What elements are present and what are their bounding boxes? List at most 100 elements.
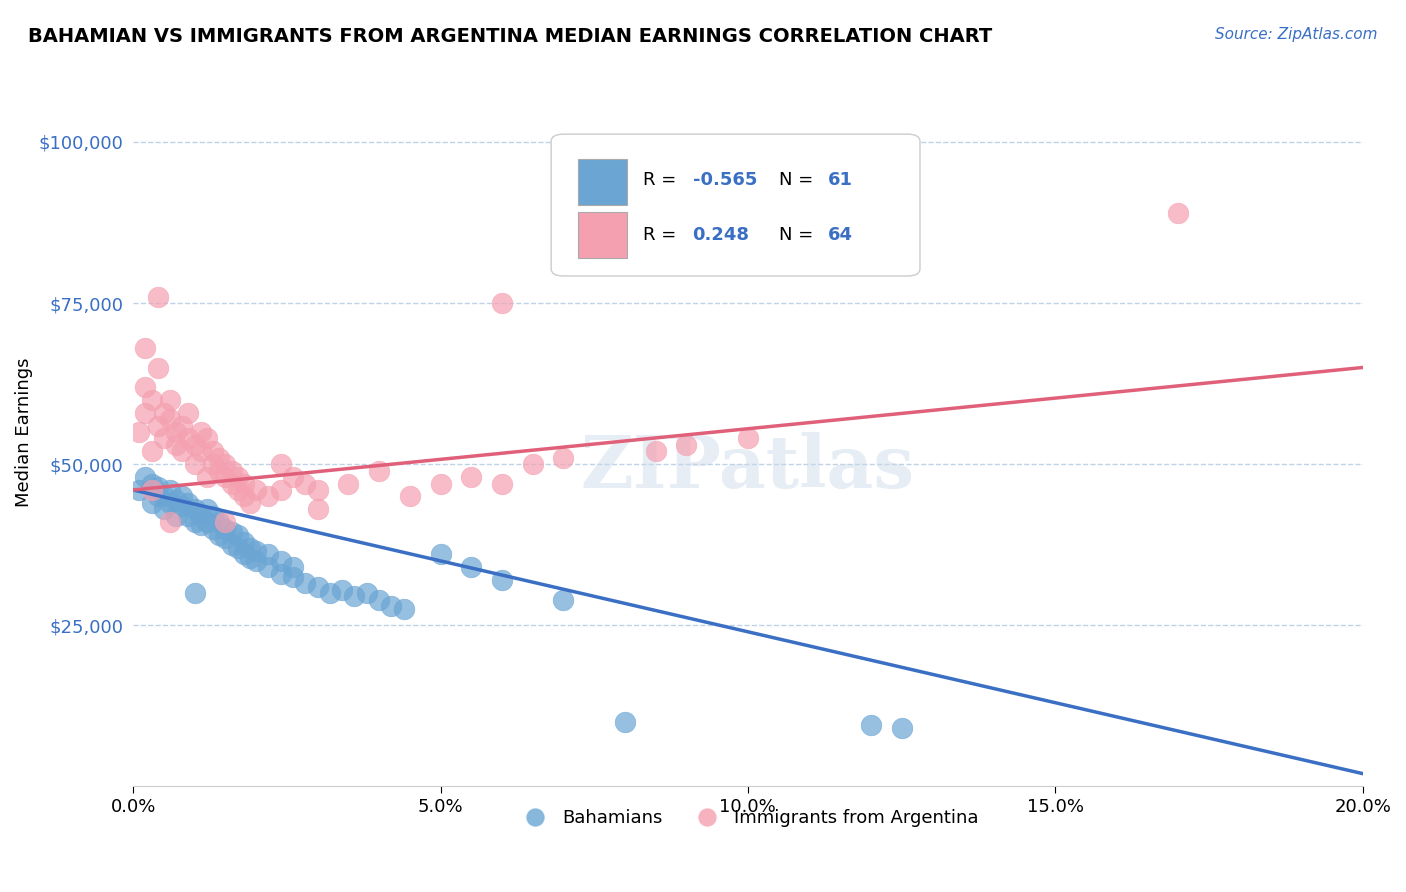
Point (799, 193, 821, 207)
Point (613, 238, 636, 252)
Point (214, 457, 236, 471)
Point (134, 470, 156, 484)
Point (128, 425, 150, 439)
Point (195, 470, 218, 484)
Text: N =: N = (779, 171, 813, 189)
Point (141, 476, 163, 491)
Point (214, 470, 236, 484)
Point (239, 541, 262, 555)
Point (165, 425, 187, 439)
Point (270, 483, 292, 497)
Point (146, 418, 169, 433)
Point (190, 425, 212, 439)
Point (859, 718, 882, 732)
Point (644, 444, 666, 458)
Point (270, 457, 292, 471)
Text: R =: R = (644, 226, 676, 244)
Point (281, 470, 304, 484)
Point (183, 515, 205, 529)
Point (226, 470, 249, 484)
Point (429, 548, 451, 562)
Point (232, 476, 254, 491)
Point (380, 599, 402, 613)
Text: N =: N = (779, 226, 813, 244)
Point (221, 464, 243, 478)
Point (172, 444, 194, 458)
Point (172, 418, 194, 433)
Y-axis label: Median Earnings: Median Earnings (15, 357, 32, 507)
Point (392, 602, 415, 616)
Point (172, 499, 194, 513)
Point (398, 490, 420, 504)
Point (165, 492, 187, 507)
Point (153, 502, 176, 516)
Point (553, 450, 575, 465)
FancyBboxPatch shape (578, 159, 627, 205)
Legend: Bahamians, Immigrants from Argentina: Bahamians, Immigrants from Argentina (509, 802, 986, 834)
Point (177, 406, 200, 420)
Point (172, 490, 194, 504)
Point (368, 464, 391, 478)
Point (337, 476, 360, 491)
Point (294, 576, 316, 591)
Point (221, 524, 243, 539)
Point (153, 406, 176, 420)
Text: BAHAMIAN VS IMMIGRANTS FROM ARGENTINA MEDIAN EARNINGS CORRELATION CHART: BAHAMIAN VS IMMIGRANTS FROM ARGENTINA ME… (28, 27, 993, 45)
Point (214, 531, 236, 545)
Point (134, 341, 156, 355)
Point (146, 490, 169, 504)
Point (177, 508, 200, 523)
Point (232, 534, 254, 549)
Point (165, 508, 187, 523)
Point (460, 560, 482, 574)
Point (1167, 206, 1189, 220)
Point (177, 496, 200, 510)
Point (239, 550, 262, 565)
Point (737, 431, 759, 445)
Point (159, 392, 181, 407)
Point (183, 502, 205, 516)
Point (141, 483, 163, 497)
Point (214, 515, 236, 529)
Text: 61: 61 (828, 171, 853, 189)
Point (202, 508, 225, 523)
Point (190, 444, 212, 458)
Point (226, 483, 249, 497)
Point (356, 586, 378, 600)
Point (195, 431, 218, 445)
Text: -0.565: -0.565 (693, 171, 756, 189)
Point (270, 554, 292, 568)
Point (281, 560, 304, 574)
Point (245, 554, 267, 568)
Point (343, 590, 366, 604)
Point (159, 515, 181, 529)
Point (195, 502, 218, 516)
Point (159, 412, 181, 426)
Point (281, 570, 304, 584)
Point (202, 457, 225, 471)
Point (368, 592, 391, 607)
Point (159, 496, 181, 510)
Text: 0.248: 0.248 (693, 226, 749, 244)
Point (232, 548, 254, 562)
Text: Source: ZipAtlas.com: Source: ZipAtlas.com (1215, 27, 1378, 42)
Point (183, 438, 205, 452)
Point (257, 490, 280, 504)
Point (330, 582, 353, 597)
Point (141, 444, 163, 458)
Point (460, 470, 482, 484)
FancyBboxPatch shape (551, 134, 920, 276)
Point (146, 480, 169, 494)
Point (553, 592, 575, 607)
Point (208, 515, 231, 529)
Point (190, 508, 212, 523)
Point (221, 538, 243, 552)
Point (232, 490, 254, 504)
FancyBboxPatch shape (578, 212, 627, 259)
Point (141, 392, 163, 407)
Point (226, 528, 249, 542)
Point (429, 476, 451, 491)
Point (141, 496, 163, 510)
Point (208, 450, 231, 465)
Point (307, 483, 329, 497)
